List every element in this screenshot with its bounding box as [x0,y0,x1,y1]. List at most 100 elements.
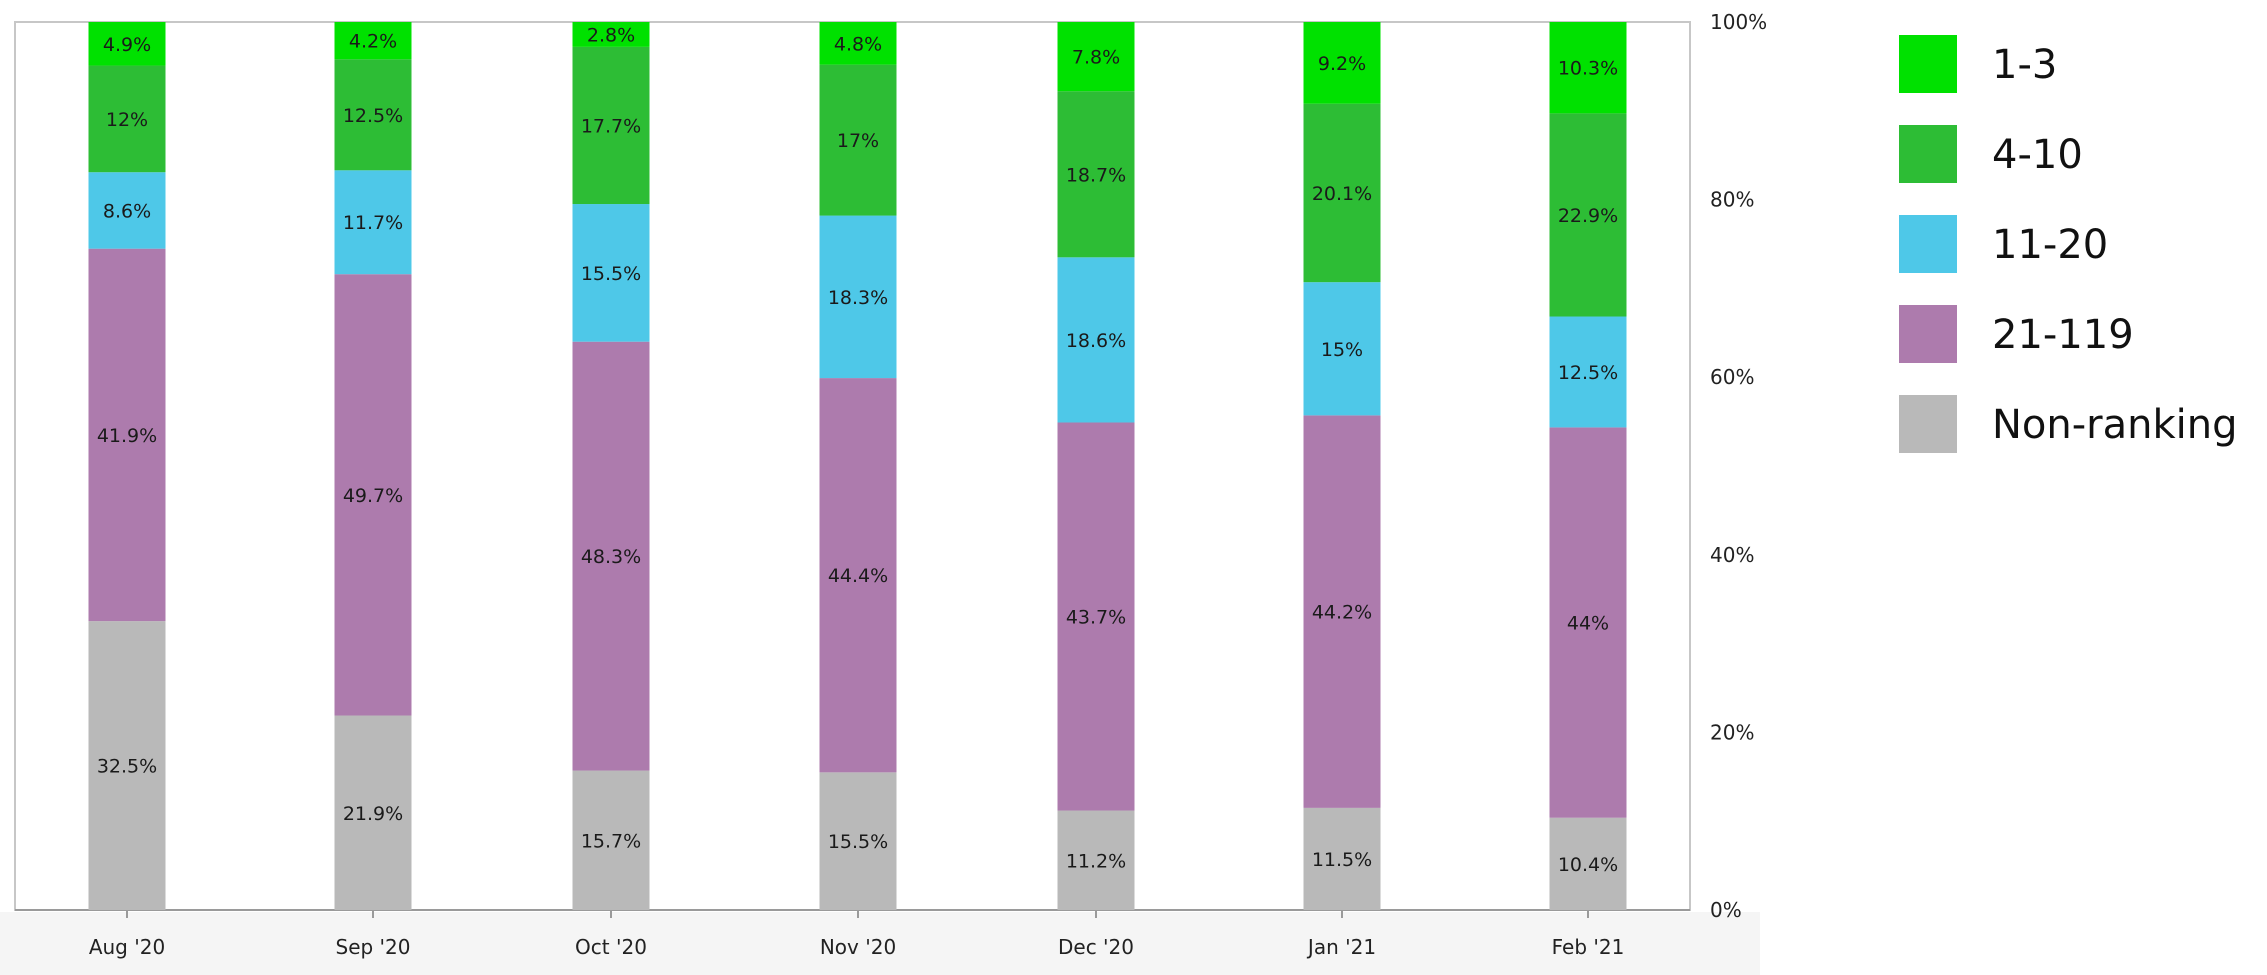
bar-segment [1303,807,1381,910]
data-label: 12.5% [1558,362,1618,384]
data-label: 15% [1321,339,1363,361]
bar-segment [334,59,412,171]
data-label: 44% [1567,613,1609,635]
bar-segment [572,204,650,342]
bar-segment [819,64,897,216]
data-label: 15.5% [581,263,641,285]
x-tick-label: Nov '20 [820,935,896,959]
bar-segment [88,621,166,910]
data-label: 2.8% [587,24,635,46]
data-label: 17.7% [581,115,641,137]
data-label: 9.2% [1318,53,1366,75]
legend-swatch [1899,305,1957,363]
data-label: 18.6% [1066,330,1126,352]
data-label: 15.7% [581,830,641,852]
bar-segment [572,46,650,205]
data-label: 4.2% [349,31,397,53]
bar-segment [334,22,412,60]
data-label: 49.7% [343,485,403,507]
bar-segment [1549,427,1627,818]
data-labels-layer: 32.5% 41.9% 8.6% 12% 4.9% 21.9% 49.7% 11.7% 12.5… [97,24,1618,875]
data-label: 17% [837,130,879,152]
bar-segment [1303,103,1381,283]
x-tick-label: Sep '20 [336,935,411,959]
legend-label: 4-10 [1992,132,2083,178]
bar-segment [1549,817,1627,910]
legend-swatch [1899,395,1957,453]
bar-segment [334,715,412,910]
y-tick-label: 60% [1710,365,1754,389]
data-label: 4.9% [103,34,151,56]
data-label: 12.5% [343,105,403,127]
x-tick-label: Aug '20 [89,935,165,959]
data-label: 12% [106,109,148,131]
y-tick-label: 100% [1710,10,1767,34]
legend-swatch [1899,125,1957,183]
data-label: 41.9% [97,425,157,447]
data-label: 44.4% [828,565,888,587]
y-tick-label: 40% [1710,543,1754,567]
legend-label: 1-3 [1992,42,2057,88]
legend-label: 21-119 [1992,312,2134,358]
data-label: 18.7% [1066,164,1126,186]
bar-segment [819,378,897,773]
legend: 1-3 4-10 11-20 21-119 Non-ranking [1899,35,2238,453]
bars-layer [88,22,1627,910]
legend-swatch [1899,215,1957,273]
y-tick-label: 80% [1710,188,1754,212]
data-label: 20.1% [1312,183,1372,205]
x-tick-label: Feb '21 [1552,935,1625,959]
data-label: 48.3% [581,546,641,568]
bar-segment [88,65,166,173]
data-label: 43.7% [1066,607,1126,629]
x-tick-label: Oct '20 [575,935,647,959]
bar-segment [1303,22,1381,104]
x-tick-label: Jan '21 [1306,935,1376,959]
data-label: 11.7% [343,212,403,234]
bar-segment [1549,113,1627,317]
bar-segment [819,22,897,65]
bar-segment [88,172,166,249]
data-label: 15.5% [828,831,888,853]
bar-segment [572,341,650,771]
bar-segment [1549,22,1627,114]
data-label: 21.9% [343,803,403,825]
bar-segment [572,22,650,47]
x-axis: Aug '20 Sep '20 Oct '20 Nov '20 Dec '20 Jan '… [89,910,1625,959]
legend-label: Non-ranking [1992,402,2238,448]
data-label: 11.2% [1066,850,1126,872]
data-label: 4.8% [834,33,882,55]
bar-segment [1057,810,1135,910]
data-label: 10.3% [1558,58,1618,80]
x-tick-label: Dec '20 [1058,935,1134,959]
data-label: 32.5% [97,756,157,778]
y-tick-label: 20% [1710,720,1754,744]
data-label: 18.3% [828,287,888,309]
bar-segment [572,770,650,910]
data-label: 10.4% [1558,854,1618,876]
data-label: 7.8% [1072,47,1120,69]
x-axis-band [0,912,1760,975]
bar-segment [334,274,412,716]
bar-segment [1057,257,1135,423]
bar-segment [1303,282,1381,416]
bar-segment [819,215,897,379]
data-label: 8.6% [103,200,151,222]
legend-label: 11-20 [1992,222,2108,268]
bar-segment [1057,91,1135,258]
bar-segment [334,170,412,275]
data-label: 11.5% [1312,849,1372,871]
data-label: 44.2% [1312,602,1372,624]
plot-frame [0,21,1760,975]
bar-segment [88,22,166,66]
bar-segment [88,248,166,622]
y-axis: 0% 20% 40% 60% 80% 100% [1710,10,1767,922]
bar-segment [819,772,897,910]
data-label: 22.9% [1558,205,1618,227]
bar-segment [1549,316,1627,428]
bar-segment [1057,422,1135,811]
legend-swatch [1899,35,1957,93]
y-tick-label: 0% [1710,898,1742,922]
